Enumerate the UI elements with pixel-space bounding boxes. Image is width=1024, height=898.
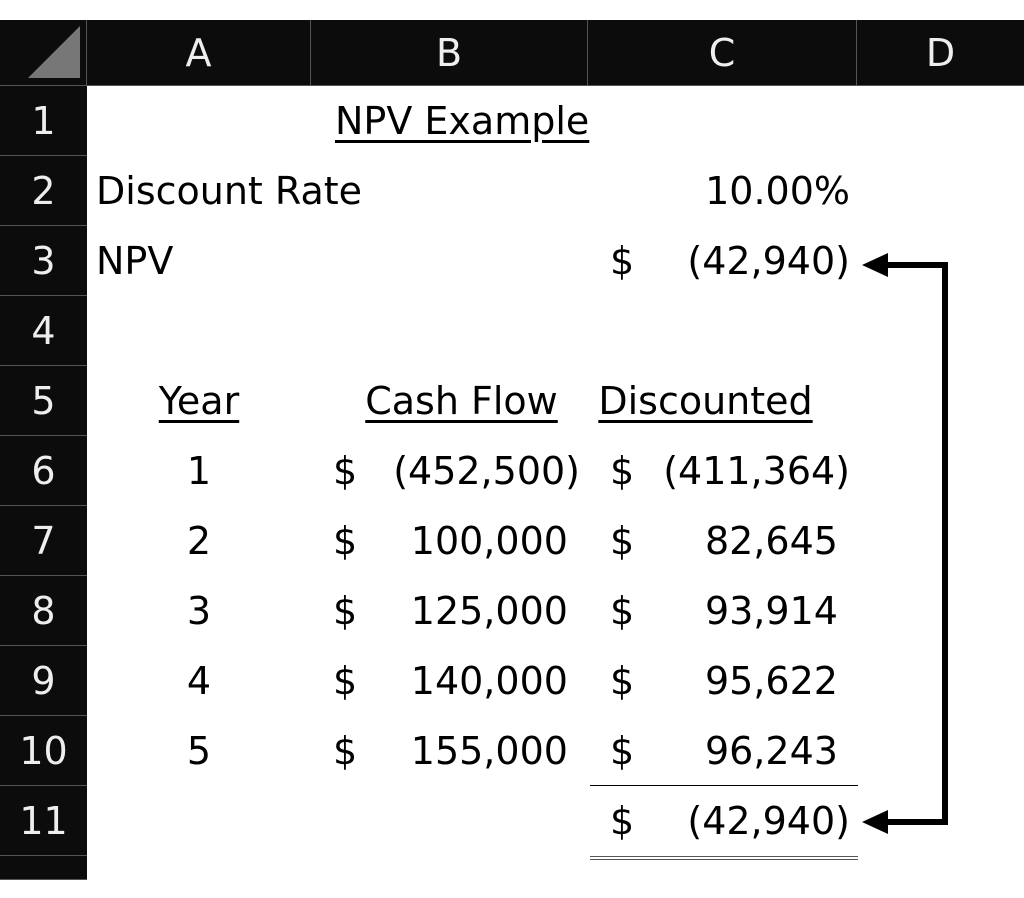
discounted-cell[interactable]: 82,645 bbox=[704, 519, 850, 563]
npv-currency: $ bbox=[610, 239, 635, 283]
row-header-7[interactable]: 7 bbox=[0, 506, 87, 576]
cash-flow-currency: $ bbox=[333, 519, 358, 563]
npv-label[interactable]: NPV bbox=[96, 239, 174, 283]
total-currency: $ bbox=[610, 799, 635, 843]
row-header-4[interactable]: 4 bbox=[0, 296, 87, 366]
discount-rate-label[interactable]: Discount Rate bbox=[96, 169, 363, 213]
header-year-text: Year bbox=[158, 379, 240, 423]
year-cell[interactable]: 4 bbox=[186, 659, 212, 703]
column-header-a[interactable]: A bbox=[87, 20, 311, 86]
row-header-12[interactable] bbox=[0, 856, 87, 880]
row-header-11[interactable]: 11 bbox=[0, 786, 87, 856]
row-header-1[interactable]: 1 bbox=[0, 86, 87, 156]
discounted-currency: $ bbox=[610, 729, 635, 773]
header-cash-flow[interactable]: Cash Flow bbox=[311, 366, 588, 436]
cash-flow-currency: $ bbox=[333, 659, 358, 703]
header-year[interactable]: Year bbox=[87, 366, 311, 436]
cash-flow-cell[interactable]: 140,000 bbox=[410, 659, 580, 703]
select-all-corner[interactable] bbox=[0, 20, 87, 86]
row-header-3[interactable]: 3 bbox=[0, 226, 87, 296]
cash-flow-cell[interactable]: 155,000 bbox=[410, 729, 580, 773]
discounted-currency: $ bbox=[610, 519, 635, 563]
year-cell[interactable]: 1 bbox=[186, 449, 212, 493]
cash-flow-cell[interactable]: 100,000 bbox=[410, 519, 580, 563]
row-header-10[interactable]: 10 bbox=[0, 716, 87, 786]
discounted-cell[interactable]: 96,243 bbox=[704, 729, 850, 773]
row-header-8[interactable]: 8 bbox=[0, 576, 87, 646]
cash-flow-currency: $ bbox=[333, 729, 358, 773]
discounted-currency: $ bbox=[610, 449, 635, 493]
discounted-cell[interactable]: 93,914 bbox=[704, 589, 850, 633]
row-header-5[interactable]: 5 bbox=[0, 366, 87, 436]
discounted-currency: $ bbox=[610, 589, 635, 633]
column-header-d[interactable]: D bbox=[857, 20, 1024, 86]
column-header-c[interactable]: C bbox=[588, 20, 857, 86]
year-cell[interactable]: 2 bbox=[186, 519, 212, 563]
cash-flow-currency: $ bbox=[333, 449, 358, 493]
double-underline bbox=[590, 856, 858, 860]
discounted-cell[interactable]: (411,364) bbox=[663, 449, 850, 493]
header-discounted[interactable]: Discounted bbox=[588, 366, 857, 436]
column-header-b[interactable]: B bbox=[311, 20, 588, 86]
title-cell[interactable]: NPV Example bbox=[335, 99, 590, 143]
discounted-currency: $ bbox=[610, 659, 635, 703]
total-value[interactable]: (42,940) bbox=[687, 799, 850, 843]
header-discounted-text: Discounted bbox=[598, 379, 813, 423]
row-header-2[interactable]: 2 bbox=[0, 156, 87, 226]
select-all-triangle-icon bbox=[28, 26, 80, 78]
discount-rate-value[interactable]: 10.00% bbox=[705, 169, 850, 213]
header-cash-flow-text: Cash Flow bbox=[365, 379, 558, 423]
year-cell[interactable]: 5 bbox=[186, 729, 212, 773]
discounted-cell[interactable]: 95,622 bbox=[704, 659, 850, 703]
sum-line bbox=[590, 785, 858, 786]
npv-value[interactable]: (42,940) bbox=[687, 239, 850, 283]
cash-flow-currency: $ bbox=[333, 589, 358, 633]
cash-flow-cell[interactable]: 125,000 bbox=[410, 589, 580, 633]
year-cell[interactable]: 3 bbox=[186, 589, 212, 633]
row-header-6[interactable]: 6 bbox=[0, 436, 87, 506]
cash-flow-cell[interactable]: (452,500) bbox=[393, 449, 580, 493]
row-header-9[interactable]: 9 bbox=[0, 646, 87, 716]
